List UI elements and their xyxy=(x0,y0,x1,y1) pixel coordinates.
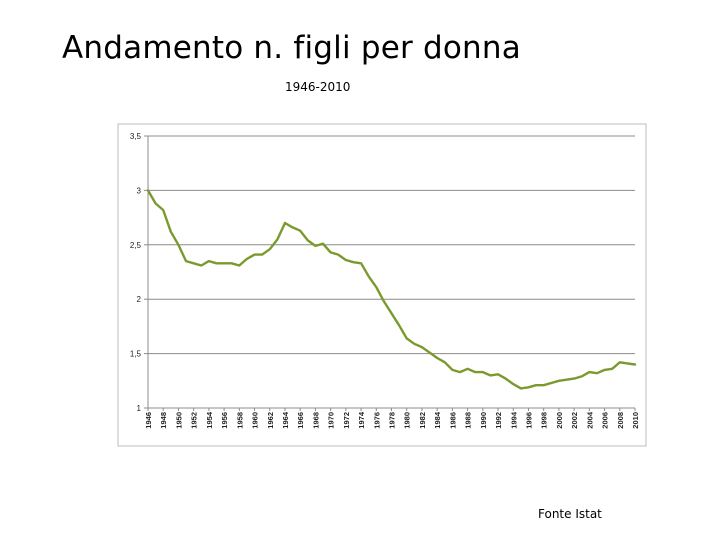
x-tick-label: 1966 xyxy=(296,412,305,429)
source-note: Fonte Istat xyxy=(538,507,602,521)
x-tick-label: 2002 xyxy=(570,412,579,429)
x-tick-label: 1968 xyxy=(311,412,320,429)
slide-subtitle: 1946-2010 xyxy=(285,80,351,94)
x-tick-label: 1976 xyxy=(372,412,381,429)
x-tick-label: 1996 xyxy=(524,412,533,429)
x-tick-label: 1960 xyxy=(251,412,260,429)
x-tick-labels: 1946 1948 1950 1952 1954 1956 1958 1960 1962 1964… xyxy=(144,411,640,429)
x-tick-label: 2006 xyxy=(601,412,610,429)
x-tick-label: 1950 xyxy=(174,412,183,429)
y-tick-label: 1 xyxy=(137,404,142,413)
x-tick-label: 1982 xyxy=(418,412,427,429)
x-tick-label: 2010 xyxy=(631,412,640,429)
gridlines xyxy=(148,135,635,355)
x-tick-label: 1984 xyxy=(433,411,442,429)
x-tick-label: 1948 xyxy=(159,412,168,429)
x-tick-label: 1980 xyxy=(403,412,412,429)
y-tick-label: 3 xyxy=(137,186,142,195)
y-tick-label: 2 xyxy=(137,295,142,304)
x-tick-label: 1972 xyxy=(342,412,351,429)
x-tick-label: 1962 xyxy=(266,412,275,429)
x-tick-label: 1952 xyxy=(190,412,199,429)
y-tick-label: 3,5 xyxy=(130,132,142,141)
axes xyxy=(144,135,636,411)
x-tick-label: 1994 xyxy=(509,411,518,429)
x-tick-label: 1974 xyxy=(357,411,366,429)
x-tick-label: 1998 xyxy=(540,412,549,429)
x-tick-label: 1992 xyxy=(494,412,503,429)
x-tick-label: 1946 xyxy=(144,412,153,429)
x-tick-label: 1990 xyxy=(479,412,488,429)
series-line xyxy=(146,189,637,390)
y-tick-labels: 1 1,5 2 2,5 3 3,5 xyxy=(130,132,142,413)
slide-title: Andamento n. figli per donna xyxy=(62,30,521,66)
x-tick-label: 1986 xyxy=(448,412,457,429)
x-tick-label: 1958 xyxy=(235,412,244,429)
x-tick-label: 2000 xyxy=(555,412,564,429)
x-tick-label: 1970 xyxy=(327,412,336,429)
y-tick-label: 1,5 xyxy=(130,350,142,359)
chart-frame xyxy=(117,123,647,447)
x-tick-label: 1954 xyxy=(205,411,214,429)
y-tick-label: 2,5 xyxy=(130,241,142,250)
x-tick-label: 1956 xyxy=(220,412,229,429)
x-tick-label: 1964 xyxy=(281,411,290,429)
x-tick-label: 1978 xyxy=(388,412,397,429)
x-tick-label: 1988 xyxy=(464,412,473,429)
x-tick-label: 2008 xyxy=(616,412,625,429)
series xyxy=(146,189,637,390)
x-tick-label: 2004 xyxy=(585,411,594,429)
